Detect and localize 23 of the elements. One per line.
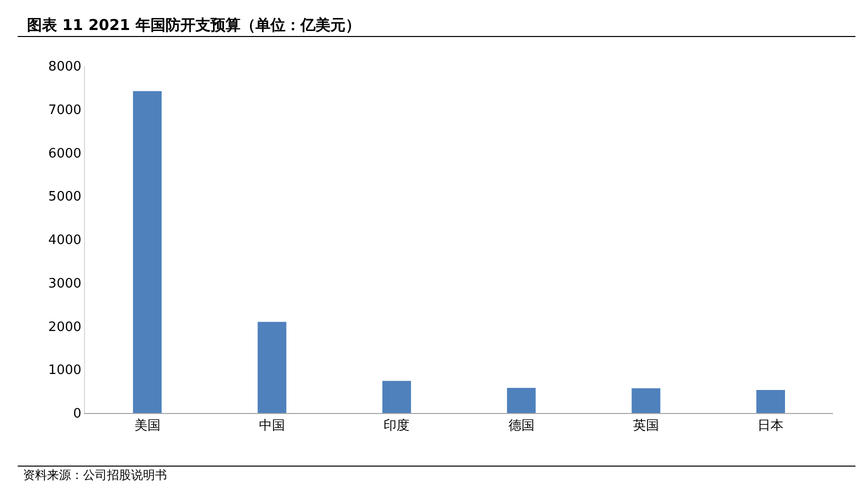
y-tick-label: 8000 [48,60,82,75]
x-tick-label: 中国 [259,418,285,434]
bar [382,380,411,413]
bar [133,91,162,413]
y-tick-label: 6000 [48,146,82,162]
bar [507,388,536,413]
x-tick-label: 美国 [134,418,160,434]
y-tick-label: 7000 [48,102,82,118]
chart-title: 图表 11 2021 年国防开支预算（单位：亿美元） [27,16,360,34]
text: 资料来源：公司招股说明书 [23,468,167,482]
y-tick-label: 3000 [48,276,82,292]
bar [258,322,286,413]
y-tick-label: 2000 [48,320,82,335]
x-tick-label: 印度 [384,418,410,434]
x-tick-label: 英国 [633,418,659,434]
y-tick-label: 1000 [48,363,82,378]
x-tick-label: 日本 [758,418,784,434]
x-tick-label: 德国 [508,418,534,434]
bar [632,388,660,413]
y-tick-label: 4000 [48,233,82,248]
bar [756,390,785,413]
y-tick-label: 0 [73,406,82,422]
y-tick-label: 5000 [48,190,82,205]
